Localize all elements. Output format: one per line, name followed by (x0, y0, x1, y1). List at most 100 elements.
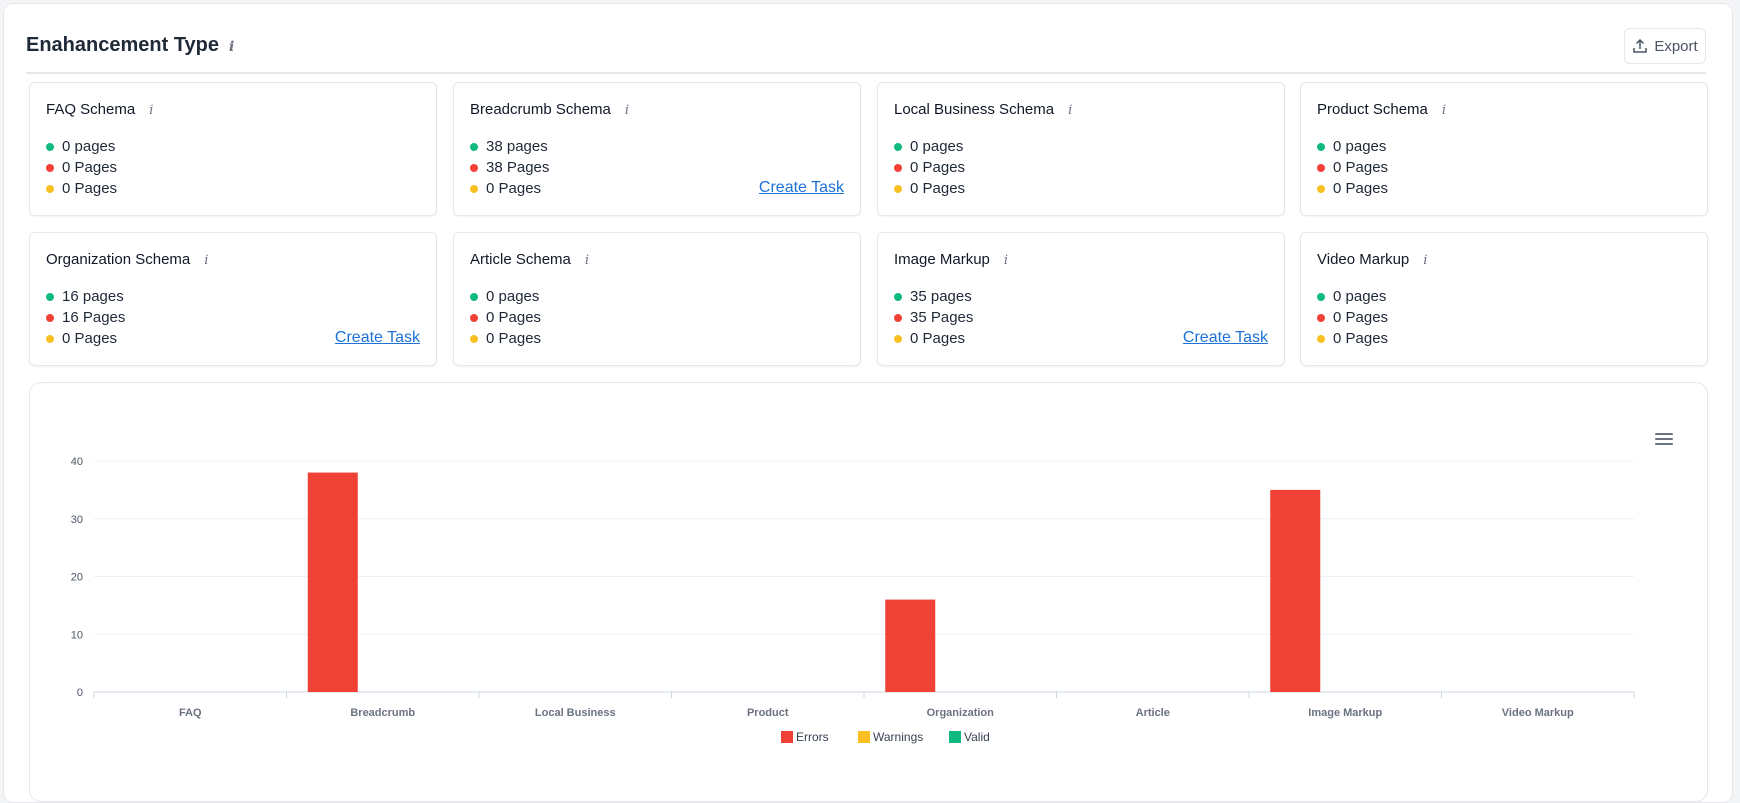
valid-stat: 16 pages (46, 288, 124, 305)
card-title-text: Article Schema (470, 251, 571, 268)
warning-dot-icon (1317, 184, 1325, 193)
y-tick-label: 10 (71, 629, 83, 641)
info-icon[interactable]: i (624, 103, 630, 118)
warning-stat: 0 Pages (470, 330, 541, 347)
error-stat: 0 Pages (470, 309, 541, 326)
info-icon[interactable]: i (1423, 253, 1428, 268)
valid-count: 35 pages (910, 288, 972, 305)
error-dot-icon (46, 163, 54, 172)
error-dot-icon (894, 163, 902, 172)
valid-stat: 35 pages (894, 288, 972, 305)
card-title: Organization Schema i (46, 251, 208, 268)
warning-count: 0 Pages (486, 330, 542, 347)
x-tick-label: Video Markup (1502, 707, 1574, 719)
y-tick-label: 20 (71, 572, 83, 584)
error-stat: 35 Pages (894, 309, 973, 326)
valid-count: 16 pages (62, 288, 124, 305)
valid-count: 0 pages (486, 288, 540, 305)
info-icon[interactable]: i (149, 103, 154, 118)
valid-dot-icon (470, 292, 478, 301)
x-tick-label: FAQ (179, 707, 202, 719)
error-stat: 0 Pages (1317, 159, 1388, 176)
x-tick-label: Organization (927, 707, 995, 719)
valid-dot-icon (894, 142, 902, 151)
error-stat: 0 Pages (46, 159, 117, 176)
valid-stat: 0 pages (894, 138, 963, 155)
error-count: 0 Pages (486, 309, 542, 326)
export-button[interactable]: Export (1624, 28, 1706, 64)
warning-count: 0 Pages (910, 180, 966, 197)
warning-dot-icon (470, 334, 478, 343)
error-count: 35 Pages (910, 309, 974, 326)
card-title-text: FAQ Schema (46, 101, 136, 118)
valid-stat: 38 pages (470, 138, 548, 155)
error-count: 0 Pages (62, 159, 118, 176)
schema-card-image-markup: Image Markup i 35 pages 35 Pages 0 Pages … (877, 232, 1285, 366)
legend-swatch-valid (949, 731, 961, 743)
warning-dot-icon (46, 334, 54, 343)
legend-swatch-errors (781, 731, 793, 743)
warning-dot-icon (894, 334, 902, 343)
warning-count: 0 Pages (62, 180, 118, 197)
warning-count: 0 Pages (62, 330, 118, 347)
error-dot-icon (470, 313, 478, 322)
y-tick-label: 30 (71, 514, 83, 526)
card-title: FAQ Schema i (46, 101, 153, 118)
page-title: Enahancement Type i (26, 34, 234, 57)
create-task-link[interactable]: Create Task (758, 179, 844, 196)
hamburger-menu-icon[interactable] (1655, 433, 1673, 447)
warning-stat: 0 Pages (46, 180, 117, 197)
card-title-text: Breadcrumb Schema (470, 101, 611, 118)
legend-label-valid: Valid (964, 730, 990, 744)
valid-count: 0 pages (62, 138, 116, 155)
error-stat: 16 Pages (46, 309, 125, 326)
info-icon[interactable]: i (204, 253, 209, 268)
valid-dot-icon (1317, 292, 1325, 301)
warning-stat: 0 Pages (894, 330, 965, 347)
schema-card-local-business: Local Business Schema i 0 pages 0 Pages 0… (877, 82, 1285, 216)
schema-card-video-markup: Video Markup i 0 pages 0 Pages 0 Pages (1300, 232, 1708, 366)
card-title: Image Markup i (894, 251, 1008, 268)
schema-card-article: Article Schema i 0 pages 0 Pages 0 Pages (453, 232, 861, 366)
error-dot-icon (894, 313, 902, 322)
info-icon[interactable]: i (1003, 253, 1009, 268)
create-task-link[interactable]: Create Task (334, 329, 420, 346)
card-title: Video Markup i (1317, 251, 1427, 268)
warning-stat: 0 Pages (894, 180, 965, 197)
bar-errors-4 (885, 599, 936, 692)
warning-count: 0 Pages (910, 330, 966, 347)
warning-count: 0 Pages (1333, 330, 1389, 347)
valid-dot-icon (1317, 142, 1325, 151)
x-tick-label: Product (747, 707, 789, 719)
error-count: 38 Pages (486, 159, 550, 176)
error-dot-icon (46, 313, 54, 322)
x-tick-label: Image Markup (1308, 707, 1382, 719)
schema-card-product: Product Schema i 0 pages 0 Pages 0 Pages (1300, 82, 1708, 216)
error-stat: 0 Pages (1317, 309, 1388, 326)
y-tick-label: 40 (71, 456, 83, 468)
x-tick-label: Local Business (535, 707, 616, 719)
info-icon[interactable]: i (229, 39, 235, 55)
schema-card-faq: FAQ Schema i 0 pages 0 Pages 0 Pages (29, 82, 437, 216)
valid-count: 38 pages (486, 138, 548, 155)
panel-header: Enahancement Type i Export (26, 26, 1706, 74)
card-title-text: Local Business Schema (894, 101, 1055, 118)
card-title: Product Schema i (1317, 101, 1446, 118)
warning-dot-icon (46, 184, 54, 193)
x-tick-label: Article (1136, 707, 1170, 719)
info-icon[interactable]: i (584, 253, 590, 268)
warning-dot-icon (894, 184, 902, 193)
schema-card-breadcrumb: Breadcrumb Schema i 38 pages 38 Pages 0 P… (453, 82, 861, 216)
warning-count: 0 Pages (1333, 180, 1389, 197)
create-task-link[interactable]: Create Task (1182, 329, 1268, 346)
info-icon[interactable]: i (1441, 103, 1447, 118)
info-icon[interactable]: i (1068, 103, 1073, 118)
warning-dot-icon (1317, 334, 1325, 343)
schema-card-organization: Organization Schema i 16 pages 16 Pages 0… (29, 232, 437, 366)
error-dot-icon (470, 163, 478, 172)
card-title-text: Organization Schema (46, 251, 191, 268)
card-title: Article Schema i (470, 251, 589, 268)
card-title: Local Business Schema i (894, 101, 1072, 118)
warning-count: 0 Pages (486, 180, 542, 197)
